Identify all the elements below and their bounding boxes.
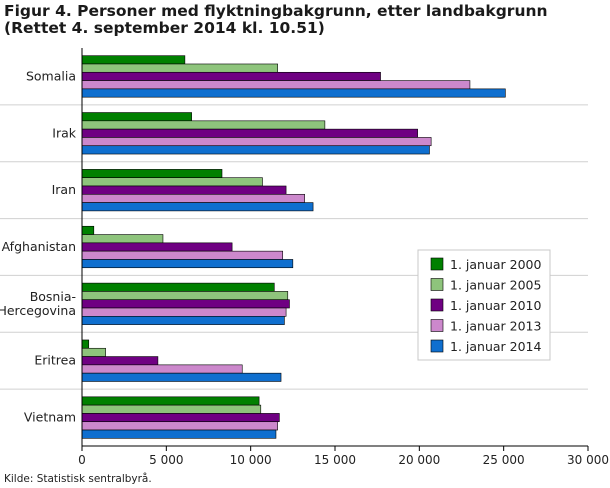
bar [81,80,471,90]
bar [81,193,305,203]
bar [81,299,290,309]
x-tick-label: 10 000 [230,453,272,467]
legend: 1. januar 2000 1. januar 2005 1. januar 20… [417,249,551,361]
bar [81,291,289,301]
bar [81,234,164,244]
x-tick-label: 15 000 [314,453,356,467]
x-tick-label: 0 [78,453,86,467]
legend-swatch [430,319,444,332]
bar [81,364,243,374]
category-label: Iran [52,182,76,197]
category-label: Vietnam [24,410,76,425]
legend-label: 1. januar 2010 [450,298,542,313]
bar [81,63,278,73]
bar [81,112,192,122]
legend-label: 1. januar 2014 [450,339,542,354]
category-label: Bosnia- [30,289,76,304]
bar [81,225,95,235]
bars [81,55,506,439]
bar [81,120,326,130]
bar [81,404,262,414]
x-tick-label: 30 000 [567,453,609,467]
legend-swatch [430,298,444,312]
chart-subtitle: (Rettet 4. september 2014 kl. 10.51) [4,19,325,37]
bar [81,429,277,439]
bar [81,71,381,81]
bar [81,339,90,349]
bar [81,145,430,155]
legend-label: 1. januar 2000 [450,257,542,272]
bar [81,88,506,98]
legend-swatch [430,278,444,291]
bar [81,259,294,269]
category-label: Afghanistan [2,239,76,254]
bar [81,128,418,138]
x-tick-label: 5 000 [149,453,183,467]
bar [81,242,233,252]
category-label: Somalia [26,68,76,83]
category-label: Eritrea [34,353,76,368]
bar [81,137,432,147]
bar [81,347,106,357]
bar [81,250,284,260]
bar [81,55,186,65]
category-labels: Somalia Irak Iran Afghanistan Bosnia-Hercego… [0,68,77,424]
bar [81,396,260,406]
bar [81,177,263,187]
legend-swatch [430,257,444,271]
source-note: Kilde: Statistisk sentralbyrå. [4,472,152,485]
bar [81,169,223,178]
bar [81,372,282,382]
category-label: Irak [52,125,76,140]
category-label: Hercegovina [0,303,76,318]
bar [81,307,287,317]
bar [81,202,314,212]
bar [81,356,159,366]
legend-label: 1. januar 2005 [450,278,541,293]
bar [81,421,278,431]
legend-swatch [430,339,444,353]
x-axis: 0 5 000 10 000 15 000 20 000 25 000 30 000 [78,48,609,467]
bar [81,185,287,195]
bar [81,282,275,292]
bar [81,413,280,423]
chart-title: Figur 4. Personer med flyktningbakgrunn,… [4,2,548,20]
x-tick-label: 25 000 [483,453,525,467]
bar [81,316,285,325]
x-tick-label: 20 000 [398,453,440,467]
grid-lines [0,104,588,390]
legend-label: 1. januar 2013 [450,319,541,334]
